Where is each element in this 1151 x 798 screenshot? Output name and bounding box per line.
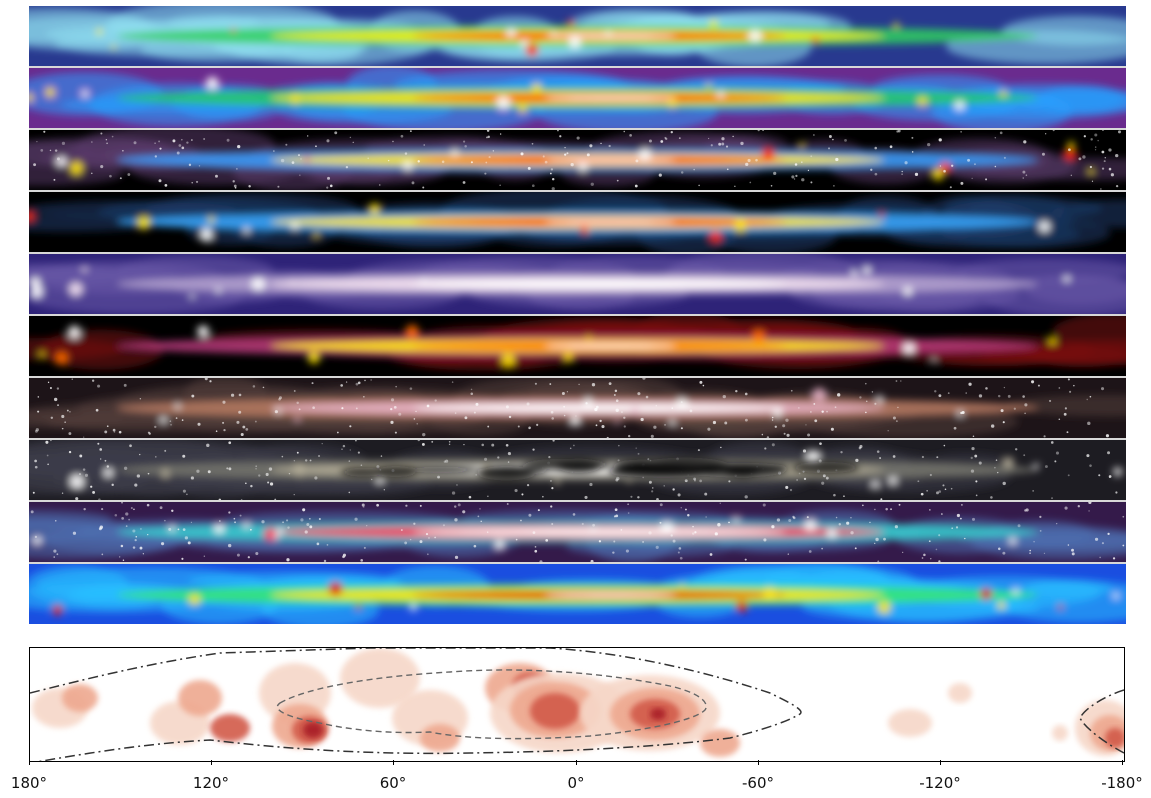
tick-label-minus-180: -180° [1101,774,1143,792]
sky-panel-7-image [29,378,1126,438]
tick-mark [211,760,212,765]
galactic-plane-emission [29,378,1126,438]
emission-blob [650,708,666,720]
sky-panel-4-image [29,192,1126,252]
emission-blob [62,684,98,712]
galactic-plane-emission [29,564,1126,624]
sky-panel-9 [29,502,1126,562]
dust-lanes [340,457,859,481]
sky-panel-9-image [29,502,1126,562]
tick-label-60: 60° [379,774,407,792]
panel-separator [29,500,1126,502]
sky-panel-5 [29,254,1126,314]
panel-separator [29,562,1126,564]
sky-panel-4 [29,192,1126,252]
star-field [32,440,1118,500]
panel-separator [29,438,1126,440]
galactic-plane-emission [29,6,1126,66]
emission-blob [210,714,250,742]
longitude-axis: 180° 120° 60° 0° -60° -120° -180° [0,760,1151,798]
galactic-plane-emission [29,254,1126,314]
sky-panel-1-image [29,6,1126,66]
tick-mark [940,760,941,765]
panel-separator [29,128,1126,130]
sky-panel-10-image [29,564,1126,624]
sky-panel-8-image [29,440,1126,500]
emission-blob [178,680,222,716]
panel-separator [29,190,1126,192]
star-field [34,378,1110,438]
emission-blob [888,709,932,737]
emission-blob [1105,728,1125,748]
tick-label-180: 180° [10,774,48,792]
sky-panel-2 [29,68,1126,128]
tick-mark [393,760,394,765]
emission-blob [948,683,972,703]
outer-dashdot-contour [29,647,802,764]
galactic-plane-emission [29,316,1126,371]
sky-panel-10 [29,564,1126,624]
tick-mark [576,760,577,765]
tick-label-minus-120: -120° [919,774,961,792]
emission-blob [530,693,580,729]
panel-separator [29,376,1126,378]
star-field [30,502,1125,562]
emission-blobs [32,648,1135,757]
sky-panel-3 [29,130,1126,190]
contour-map-image [29,647,1135,764]
sky-panel-2-image [29,68,1126,128]
star-field [33,130,1121,190]
tick-mark [29,760,30,765]
sky-panel-8 [29,440,1126,500]
emission-blob [1052,725,1068,741]
tick-label-120: 120° [192,774,230,792]
contour-map [29,647,1135,764]
tick-mark [758,760,759,765]
sky-panel-1 [29,6,1126,66]
sky-panel-5-image [29,254,1126,314]
sky-panel-6 [29,316,1126,376]
sky-panel-6-image [29,316,1126,376]
sky-panel-7 [29,378,1126,438]
galactic-plane-emission [29,509,1126,562]
panel-separator [29,314,1126,316]
tick-mark [1122,760,1123,765]
galactic-plane-emission [29,130,1126,190]
panel-separator [29,252,1126,254]
emission-blob [700,729,740,757]
galactic-plane-emission [29,192,1126,252]
sky-map-panels [29,6,1126,630]
sky-panel-3-image [29,130,1126,190]
emission-blob [303,722,323,738]
emission-blob [420,724,460,752]
galactic-plane-emission [29,68,1126,128]
tick-label-minus-60: -60° [742,774,774,792]
panel-separator [29,66,1126,68]
tick-label-0: 0° [567,774,585,792]
inner-dashed-contour [276,669,707,740]
dashed-contours [29,647,1125,764]
